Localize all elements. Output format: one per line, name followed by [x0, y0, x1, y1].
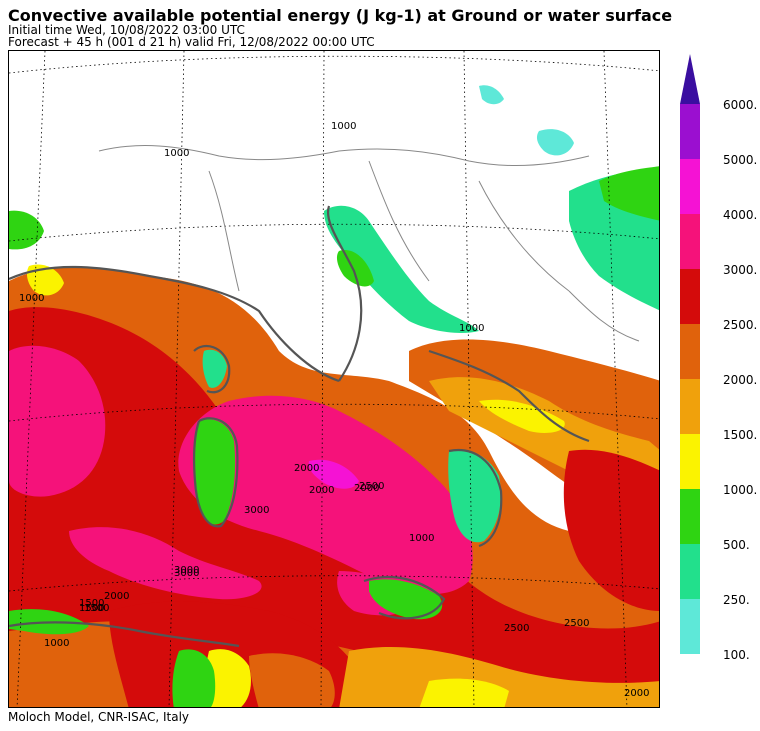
colorbar-segment: [680, 379, 700, 434]
contour-label: 1000: [409, 533, 434, 544]
colorbar-label: 500.: [723, 538, 750, 552]
colorbar-segment: [680, 599, 700, 654]
colorbar-legend: 6000. 5000. 4000. 3000. 2500. 2000. 1500. 1000.…: [680, 50, 760, 670]
colorbar-label: 3000.: [723, 263, 758, 277]
cape-region-green-south-italy: [448, 449, 501, 543]
forecast-valid-label: Forecast + 45 h (001 d 21 h) valid Fri, …: [8, 35, 375, 49]
cape-region-cyan-north: [479, 85, 504, 105]
cape-region-green-ne: [599, 166, 659, 221]
cape-region-yellow-sw: [204, 649, 251, 707]
borders: [98, 145, 640, 342]
colorbar-segment: [680, 159, 700, 214]
cape-region-magenta-south: [69, 527, 262, 600]
contour-label: 2500: [359, 481, 384, 492]
contour-label: 1000: [331, 121, 356, 132]
contour-label: 1000: [19, 293, 44, 304]
cape-region-magenta-west: [9, 345, 106, 497]
cape-region-green-west: [9, 210, 44, 250]
colorbar-label: 100.: [723, 648, 750, 662]
contour-label: 2000: [354, 483, 379, 494]
contour-label: 3000: [244, 505, 269, 516]
contour-label: 1000: [164, 148, 189, 159]
colorbar-arrow: [680, 54, 700, 104]
cape-region-orange-sw: [249, 653, 335, 707]
colorbar-label: 5000.: [723, 153, 758, 167]
cape-region-magenta-central: [178, 395, 473, 595]
colorbar-segment: [680, 489, 700, 544]
colorbar-label: 2500.: [723, 318, 758, 332]
colorbar-label: 4000.: [723, 208, 758, 222]
cape-region-green-sw: [172, 649, 216, 707]
colorbar-label: 2000.: [723, 373, 758, 387]
contour-label: 3000: [174, 568, 199, 579]
chart-title: Convective available potential energy (J…: [8, 6, 673, 25]
cape-region-cyan-ne: [536, 129, 574, 156]
colorbar-label: 6000.: [723, 98, 758, 112]
contour-label: 3000: [174, 565, 199, 576]
colorbar-segment: [680, 434, 700, 489]
cape-region-amber-south: [339, 647, 659, 707]
contour-label: 2000: [624, 688, 649, 699]
cape-region-green-corsica: [202, 349, 227, 388]
colorbar: [680, 54, 700, 654]
colorbar-segment: [680, 269, 700, 324]
colorbar-segment: [680, 214, 700, 269]
contour-label: 2000: [104, 591, 129, 602]
contour-label: 1500: [84, 603, 109, 614]
contour-label: 1000: [459, 323, 484, 334]
contour-label: 1000: [44, 638, 69, 649]
cape-region-yellow-south: [419, 678, 509, 707]
cape-region-green-sicily: [369, 579, 443, 620]
contour-label: 2000: [309, 485, 334, 496]
contour-label: 2500: [504, 623, 529, 634]
colorbar-segment: [680, 544, 700, 599]
cape-region-green-sardinia: [194, 419, 236, 525]
contour-label: 2500: [564, 618, 589, 629]
cape-region-lime-adriatic: [336, 250, 374, 287]
contour-label: 1500: [79, 603, 104, 614]
initial-time-label: Initial time Wed, 10/08/2022 03:00 UTC: [8, 23, 245, 37]
colorbar-label: 1000.: [723, 483, 758, 497]
contour-label: 2000: [294, 463, 319, 474]
colorbar-segment: [680, 104, 700, 159]
colorbar-segment: [680, 324, 700, 379]
colorbar-label: 250.: [723, 593, 750, 607]
cape-map-canvas: 2000 3000 1000 1500 2500 1000 2000 3000 …: [9, 51, 659, 707]
coastlines: [9, 205, 590, 648]
cape-region-pink-core: [308, 459, 359, 489]
graticule: [9, 51, 659, 707]
cape-region-red-east: [563, 449, 659, 611]
contour-labels: 2000 3000 1000 1500 2500 1000 2000 3000 …: [19, 121, 649, 699]
contour-label: 1500: [79, 598, 104, 609]
cape-map: 2000 3000 1000 1500 2500 1000 2000 3000 …: [8, 50, 660, 708]
cape-region-yellow-west: [26, 264, 65, 296]
cape-region-green-adriatic: [324, 205, 479, 333]
model-credit: Moloch Model, CNR-ISAC, Italy: [8, 710, 190, 724]
colorbar-label: 1500.: [723, 428, 758, 442]
cape-region-yellow-east: [479, 399, 565, 433]
